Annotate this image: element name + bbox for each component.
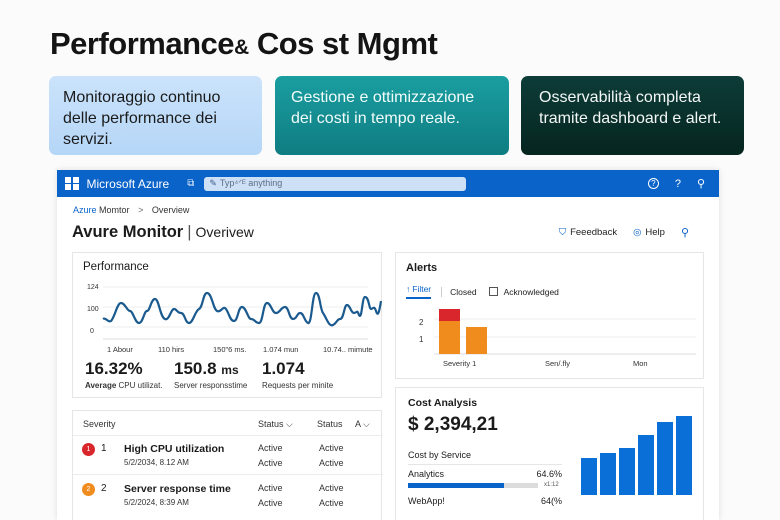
user-icon[interactable]: ⚲ xyxy=(680,227,689,239)
search-input[interactable]: ✎ Typ⁴ᐟᴱ anything xyxy=(204,176,467,191)
cost-total: $ 2,394,21 xyxy=(408,414,498,435)
cost-by-service-label: Cost by Service xyxy=(408,450,472,460)
service-row-webapp: WebApp! 64(% xyxy=(408,496,562,506)
service-row-analytics: Analytics 64.6% xyxy=(408,469,562,479)
feedback-button[interactable]: ⛉ Feeedback xyxy=(558,227,618,238)
alerts-table: Severity Status ⌵ Status A ⌵ 1 1 High CP… xyxy=(72,410,383,520)
breadcrumb: Azure Momtor > Overview xyxy=(73,205,190,215)
breadcrumb-current: Overview xyxy=(151,205,190,215)
cost-analysis-panel: Cost Analysis $ 2,394,21 Cost by Service… xyxy=(395,387,704,520)
directory-icon[interactable]: ⧉ xyxy=(187,178,195,189)
question-icon[interactable]: ? xyxy=(674,177,681,190)
brand-label[interactable]: Microsoft Azure xyxy=(86,176,170,191)
svg-text:Severity 1: Severity 1 xyxy=(443,359,476,368)
arrow-up-icon: ↑ xyxy=(406,284,411,294)
feature-card-cost: Gestione e ottimizzazione dei costi in t… xyxy=(275,76,509,155)
alerts-panel: Alerts ↑ Filter Closed Acknowledged 2 1 S… xyxy=(395,252,704,379)
panel-title: Cost Analysis xyxy=(408,397,478,409)
feature-card-observability: Osservabilità completa tramite dashboard… xyxy=(521,76,744,155)
acknowledged-checkbox[interactable] xyxy=(488,287,498,296)
svg-text:124: 124 xyxy=(87,284,99,291)
top-bar: Microsoft Azure ⧉ ✎ Typ⁴ᐟᴱ anything ? ? ⚲ xyxy=(57,170,719,197)
severity-badge: 1 xyxy=(82,443,95,456)
stat-requests: 1.074 Requests per minite xyxy=(262,359,334,390)
performance-line-chart: 124 100 0 xyxy=(87,284,383,340)
svg-text:100: 100 xyxy=(87,306,99,313)
column-header-a[interactable]: A ⌵ xyxy=(355,419,370,429)
panel-title: Performance xyxy=(83,261,149,273)
azure-portal-window: Microsoft Azure ⧉ ✎ Typ⁴ᐟᴱ anything ? ? ⚲… xyxy=(57,170,719,520)
cost-trend-bar-chart xyxy=(581,416,692,495)
search-icon: ✎ xyxy=(209,178,217,188)
chevron-right-icon: > xyxy=(138,205,144,215)
help-button[interactable]: ◎ Help xyxy=(633,227,665,238)
waffle-menu-icon[interactable] xyxy=(65,176,79,191)
column-header-status[interactable]: Status ⌵ xyxy=(258,419,293,429)
alerts-bar-chart: 2 1 Severity 1 Sen/.fly Mon xyxy=(419,309,696,368)
user-icon[interactable]: ⚲ xyxy=(696,178,705,190)
feedback-icon: ⛉ xyxy=(558,227,567,238)
svg-text:Mon: Mon xyxy=(633,359,648,368)
svg-text:1: 1 xyxy=(419,335,424,344)
breadcrumb-root[interactable]: Azure xyxy=(73,205,97,215)
analytics-progress-bar xyxy=(408,483,538,488)
column-header-status-2[interactable]: Status xyxy=(317,419,343,429)
panel-title: Alerts xyxy=(406,262,438,274)
severity-badge: 2 xyxy=(82,483,95,496)
svg-text:0: 0 xyxy=(90,328,94,335)
stat-cpu: 16.32% Average CPU utilizat. xyxy=(85,359,163,390)
slide-title: Performance& Cos st Mgmt xyxy=(50,26,438,61)
tab-closed[interactable]: Closed xyxy=(450,286,477,297)
acknowledged-label: Acknowledged xyxy=(503,286,559,297)
svg-text:Sen/.fly: Sen/.fly xyxy=(545,359,570,368)
performance-panel: Performance 124 100 0 1 Abour 110 hirs 1… xyxy=(72,252,383,398)
tab-filter[interactable]: ↑ Filter xyxy=(406,284,432,299)
page-title: Avure Monitor | Overivew xyxy=(72,223,254,241)
column-header-severity[interactable]: Severity xyxy=(83,419,116,429)
stat-response-time: 150.8 ms Server responsstime xyxy=(174,359,248,390)
help-icon: ◎ xyxy=(633,227,642,238)
feature-card-monitoring: Monitoraggio continuo delle performance … xyxy=(49,76,262,155)
svg-text:2: 2 xyxy=(419,318,424,327)
help-circle-icon[interactable]: ? xyxy=(647,178,659,189)
